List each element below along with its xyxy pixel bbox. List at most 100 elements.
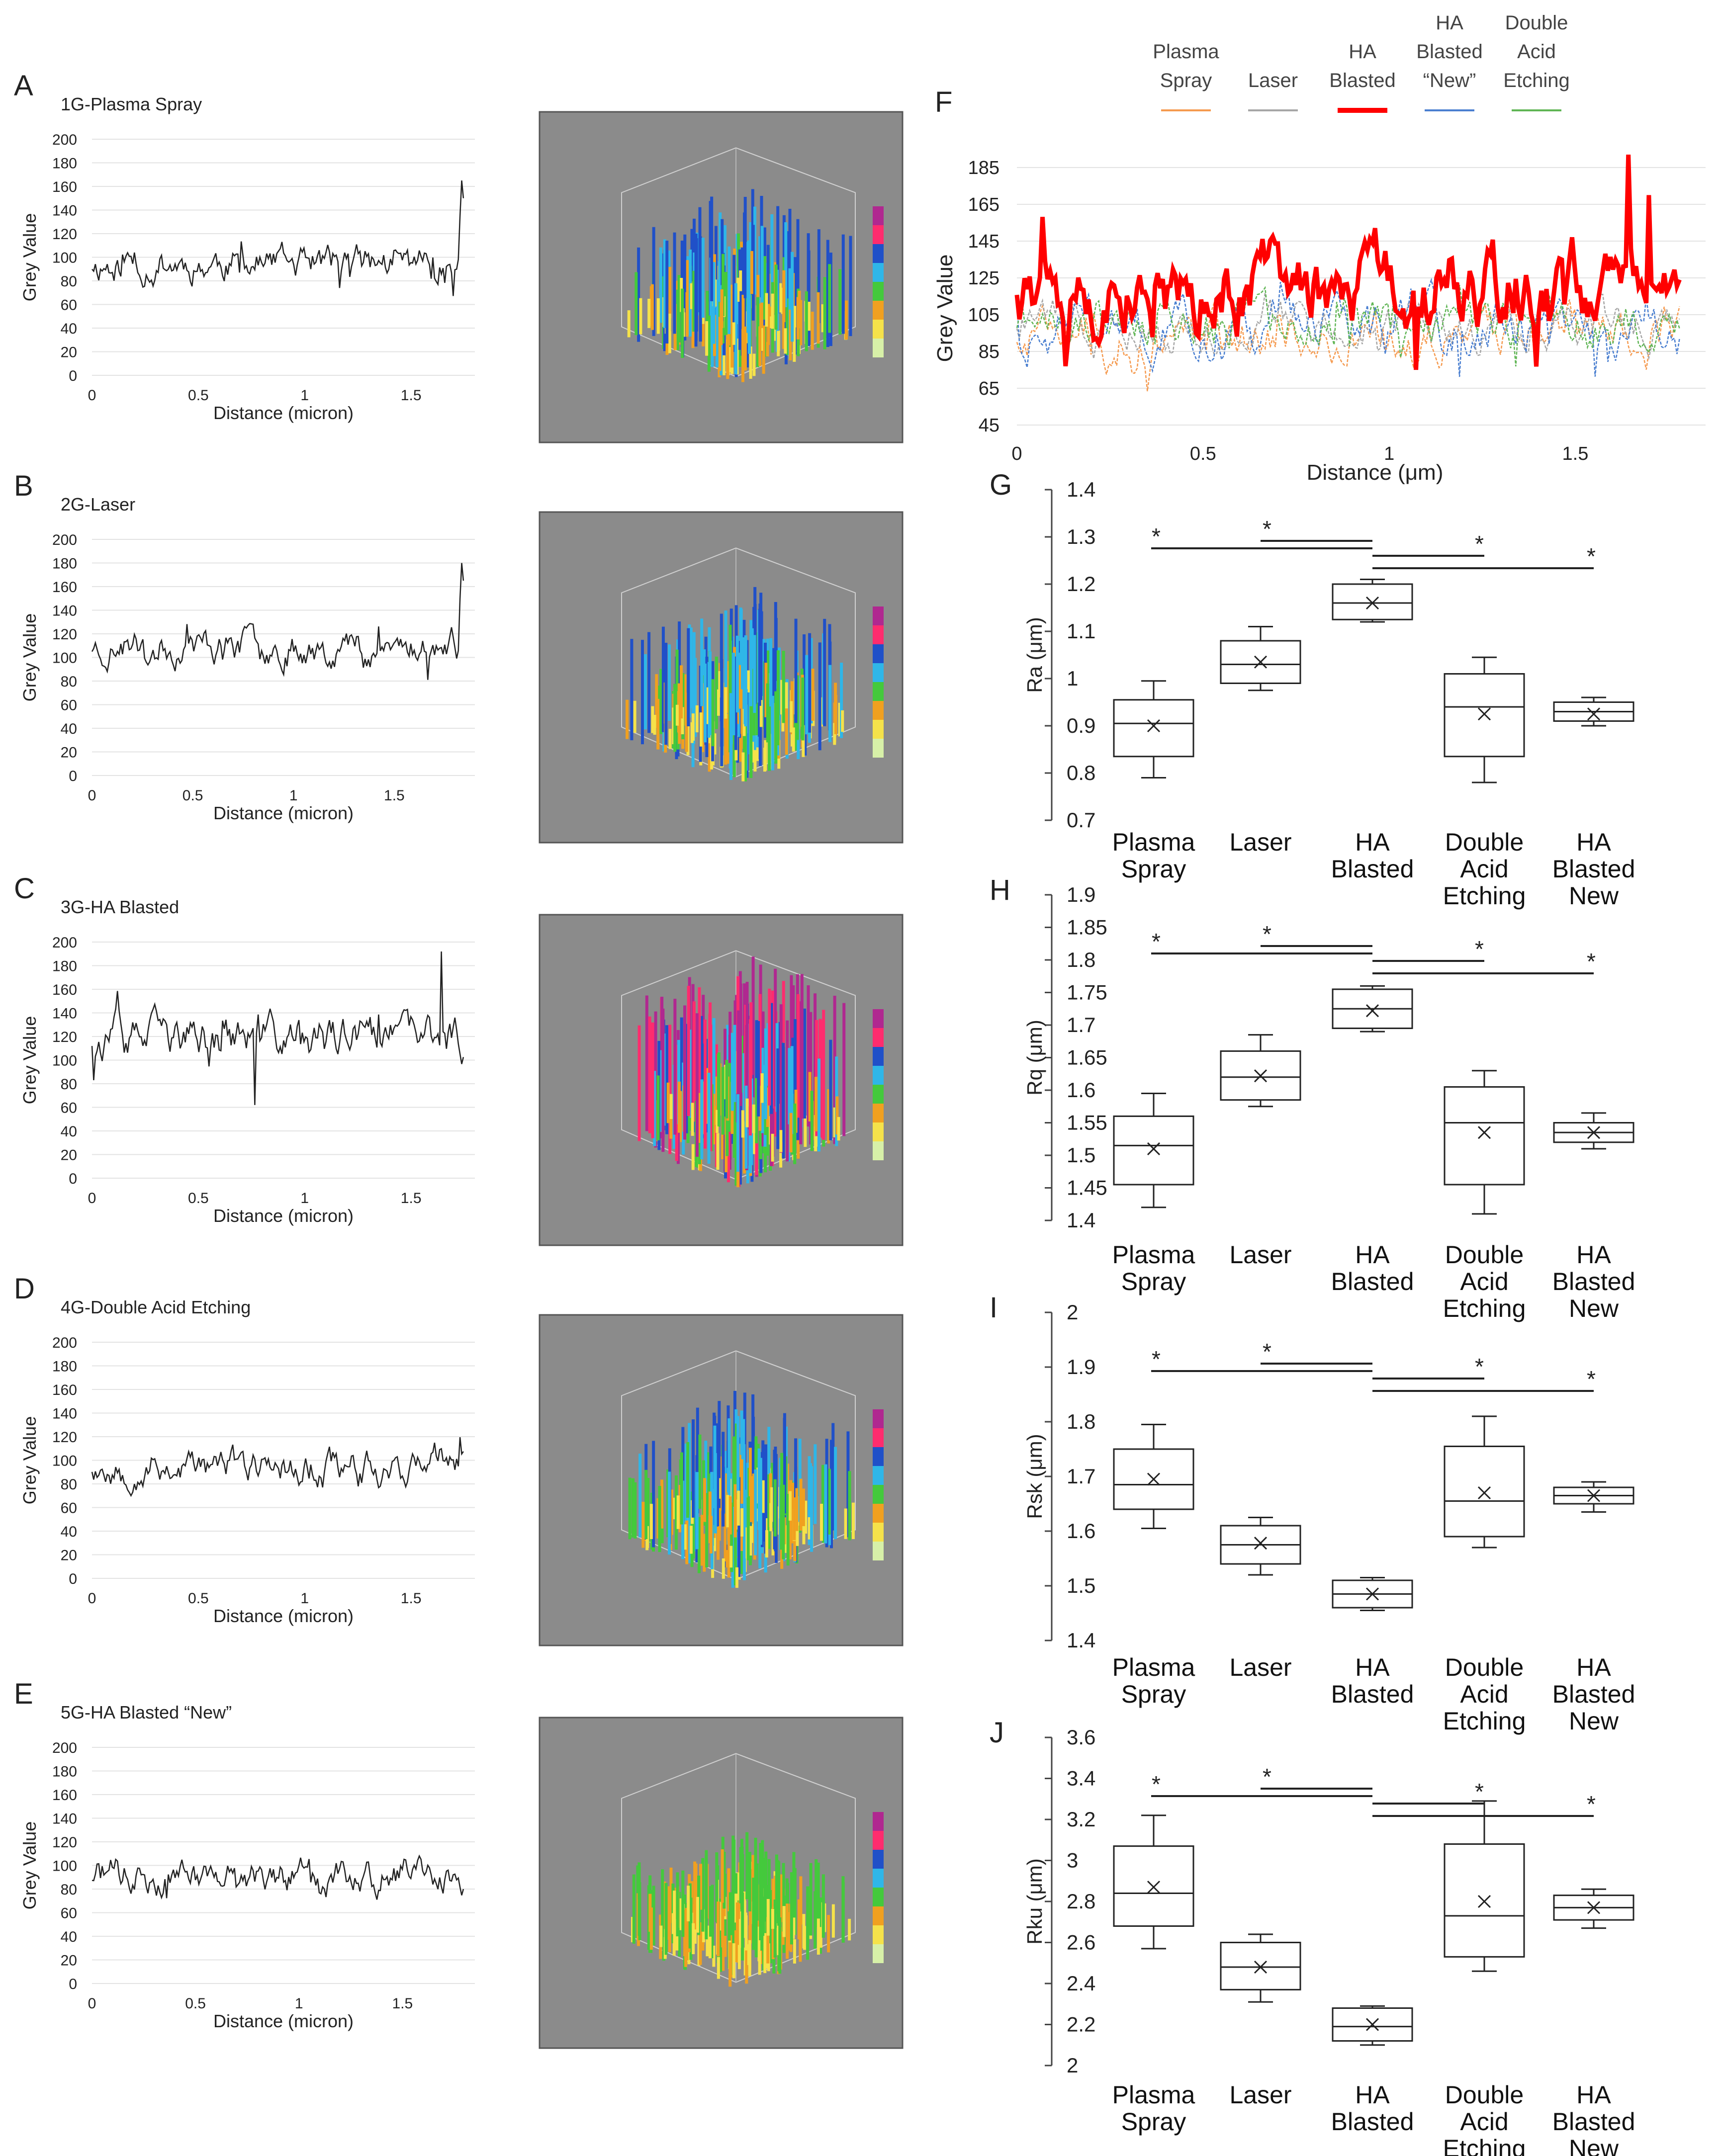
significance-marker: * <box>1263 921 1271 947</box>
y-tick-label: 160 <box>52 982 77 998</box>
y-tick-label: 1.85 <box>1067 916 1107 939</box>
panel-letter: G <box>990 469 1012 501</box>
x-tick-label: 0 <box>1011 443 1022 464</box>
mean-marker <box>1587 707 1601 721</box>
colorbar-segment <box>873 263 884 282</box>
series-line-laser <box>1016 293 1680 360</box>
x-tick-label: 0 <box>88 387 96 404</box>
legend-label: Spray <box>1160 70 1212 91</box>
profile-panel-A: A 1G-Plasma Spray 0 20 40 60 80 100 120 140 160 180… <box>14 70 475 423</box>
profile-title: 1G-Plasma Spray <box>61 94 202 114</box>
box-3 <box>1332 2005 1413 2046</box>
iqr-box <box>1113 1845 1194 1927</box>
y-tick-label: 120 <box>52 1834 77 1851</box>
colorbar-segment <box>873 720 884 739</box>
box-chart-G: G 0.7 0.8 0.9 1 1.1 1.2 1.3 1.4 Ra (μm) * * * * Plasma… <box>990 469 1635 910</box>
box-2 <box>1220 626 1301 691</box>
legend-label: Blasted <box>1329 70 1395 91</box>
y-tick-label: 1.4 <box>1067 1208 1095 1232</box>
x-axis-label: Distance (μm) <box>1307 460 1444 485</box>
y-tick-label: 45 <box>979 415 999 436</box>
x-tick-label: 1 <box>1384 443 1394 464</box>
x-tick-label: 1.5 <box>384 787 405 804</box>
y-axis-label: Ra (μm) <box>1023 617 1046 693</box>
iqr-box <box>1332 583 1413 620</box>
legend-label: Plasma <box>1153 41 1219 63</box>
colorbar-segment <box>873 682 884 701</box>
colorbar-segment <box>873 701 884 720</box>
y-tick-label: 1.8 <box>1067 948 1095 971</box>
y-tick-label: 160 <box>52 1787 77 1804</box>
y-tick-label: 1.65 <box>1067 1046 1107 1069</box>
profile-series-line <box>91 563 464 680</box>
mean-marker <box>1147 1472 1161 1486</box>
y-tick-label: 100 <box>52 1858 77 1875</box>
box-1 <box>1113 1814 1194 1950</box>
profile-series-line <box>91 180 464 296</box>
legend-label: Blasted <box>1416 41 1482 63</box>
category-label: Double <box>1445 828 1524 856</box>
category-label: HA <box>1576 828 1611 856</box>
significance-marker: * <box>1263 1764 1271 1790</box>
box-2 <box>1220 1517 1301 1576</box>
y-tick-label: 140 <box>52 1406 77 1422</box>
y-tick-label: 1.9 <box>1067 1355 1095 1379</box>
colorbar-segment <box>873 1944 884 1963</box>
panel-letter: I <box>990 1292 998 1324</box>
y-tick-label: 100 <box>52 1453 77 1469</box>
y-tick-label: 140 <box>52 603 77 619</box>
y-tick-label: 3 <box>1067 1849 1078 1872</box>
y-tick-label: 2.2 <box>1067 2013 1095 2036</box>
y-tick-label: 180 <box>52 156 77 172</box>
y-tick-label: 120 <box>52 1029 77 1045</box>
category-label: Blasted <box>1331 1268 1414 1295</box>
y-tick-label: 40 <box>61 721 77 737</box>
mean-marker <box>1147 719 1161 733</box>
y-tick-label: 160 <box>52 179 77 195</box>
colorbar-segment <box>873 625 884 644</box>
x-tick-label: 1 <box>300 387 309 404</box>
box-chart-I: I 1.4 1.5 1.6 1.7 1.8 1.9 2 Rsk (μm) * * * * PlasmaSp… <box>990 1292 1635 1735</box>
y-tick-label: 40 <box>61 1123 77 1140</box>
y-tick-label: 65 <box>979 378 999 399</box>
mean-marker <box>1365 1004 1379 1018</box>
category-label: Spray <box>1121 2108 1186 2136</box>
category-label: Double <box>1445 2081 1524 2109</box>
box-5 <box>1553 1481 1634 1513</box>
panel-letter: J <box>990 1717 1004 1749</box>
category-label: New <box>1569 2135 1619 2156</box>
category-label: Acid <box>1460 2108 1508 2136</box>
x-axis-label: Distance (micron) <box>213 803 354 823</box>
mean-marker <box>1254 1537 1268 1550</box>
significance-marker: * <box>1152 523 1161 549</box>
colorbar-segment <box>873 225 884 244</box>
box-chart-J: J 2 2.2 2.4 2.6 2.8 3 3.2 3.4 3.6 Rku (μm) * * * * Plas… <box>990 1717 1635 2156</box>
surface-plot-C <box>539 914 904 1246</box>
y-tick-label: 1.6 <box>1067 1078 1095 1102</box>
y-tick-label: 200 <box>52 1740 77 1756</box>
x-tick-label: 1 <box>300 1190 309 1207</box>
y-tick-label: 2 <box>1067 2054 1078 2077</box>
y-tick-label: 200 <box>52 532 77 548</box>
legend-label: “New” <box>1423 70 1476 91</box>
y-tick-label: 0.8 <box>1067 761 1095 784</box>
y-tick-label: 1.55 <box>1067 1111 1107 1134</box>
y-tick-label: 0 <box>69 368 77 384</box>
colorbar-segment <box>873 1141 884 1160</box>
category-label: New <box>1569 1294 1619 1322</box>
colorbar-segment <box>873 244 884 263</box>
colorbar-segment <box>873 206 884 225</box>
y-tick-label: 120 <box>52 226 77 243</box>
colorbar-segment <box>873 1831 884 1850</box>
category-label: HA <box>1355 1653 1390 1681</box>
category-label: New <box>1569 1707 1619 1735</box>
x-axis-label: Distance (micron) <box>213 2011 354 2031</box>
x-tick-label: 1.5 <box>392 1995 413 2012</box>
series-line-hablasted <box>1014 154 1682 370</box>
surface-plot-B <box>539 511 904 844</box>
y-tick-label: 120 <box>52 1429 77 1446</box>
y-tick-label: 1.8 <box>1067 1410 1095 1433</box>
y-tick-label: 180 <box>52 1359 77 1375</box>
x-tick-label: 0.5 <box>185 1995 206 2012</box>
category-label: Spray <box>1121 855 1186 883</box>
